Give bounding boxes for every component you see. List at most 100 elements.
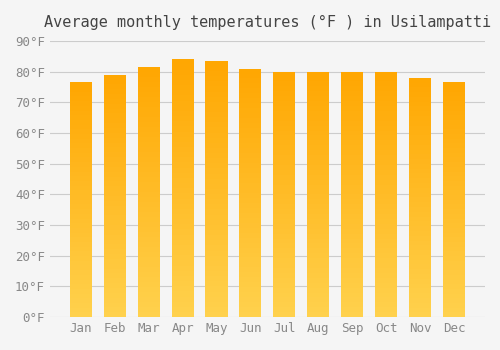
Bar: [104, 181, 126, 186]
Bar: [375, 283, 398, 288]
Bar: [375, 189, 398, 194]
Bar: [240, 208, 262, 213]
Bar: [274, 135, 295, 140]
Bar: [138, 152, 160, 157]
Bar: [240, 233, 262, 238]
Bar: [342, 273, 363, 278]
Bar: [308, 175, 330, 180]
Bar: [104, 142, 126, 147]
Bar: [409, 135, 432, 140]
Bar: [274, 194, 295, 199]
Bar: [375, 145, 398, 150]
Bar: [138, 232, 160, 237]
Bar: [409, 250, 432, 255]
Bar: [240, 277, 262, 282]
Bar: [172, 90, 194, 96]
Bar: [342, 135, 363, 140]
Bar: [104, 215, 126, 220]
Bar: [104, 89, 126, 94]
Bar: [409, 140, 432, 145]
Bar: [274, 72, 295, 77]
Bar: [342, 229, 363, 234]
Bar: [172, 183, 194, 188]
Bar: [274, 111, 295, 116]
Bar: [375, 121, 398, 126]
Bar: [70, 115, 92, 120]
Bar: [274, 77, 295, 82]
Bar: [409, 174, 432, 178]
Bar: [240, 218, 262, 223]
Bar: [409, 78, 432, 83]
Bar: [274, 150, 295, 155]
Bar: [443, 209, 465, 214]
Bar: [172, 173, 194, 178]
Bar: [308, 283, 330, 288]
Bar: [308, 131, 330, 135]
Bar: [172, 286, 194, 291]
Bar: [274, 155, 295, 160]
Bar: [138, 67, 160, 72]
Bar: [104, 235, 126, 239]
Bar: [443, 266, 465, 270]
Bar: [274, 91, 295, 96]
Bar: [375, 248, 398, 253]
Bar: [70, 162, 92, 167]
Bar: [375, 82, 398, 86]
Bar: [308, 101, 330, 106]
Bar: [274, 145, 295, 150]
Bar: [104, 113, 126, 118]
Bar: [375, 263, 398, 268]
Bar: [308, 111, 330, 116]
Bar: [104, 167, 126, 172]
Bar: [70, 289, 92, 294]
Bar: [274, 302, 295, 307]
Bar: [443, 270, 465, 275]
Bar: [274, 199, 295, 204]
Bar: [172, 204, 194, 209]
Bar: [342, 253, 363, 258]
Bar: [104, 264, 126, 269]
Bar: [409, 284, 432, 288]
Bar: [443, 289, 465, 294]
Bar: [240, 98, 262, 103]
Bar: [104, 99, 126, 104]
Bar: [138, 192, 160, 197]
Bar: [138, 272, 160, 277]
Bar: [375, 224, 398, 229]
Bar: [206, 112, 228, 117]
Bar: [104, 94, 126, 99]
Bar: [342, 219, 363, 224]
Bar: [308, 214, 330, 219]
Bar: [70, 186, 92, 190]
Bar: [274, 234, 295, 239]
Bar: [342, 302, 363, 307]
Bar: [274, 258, 295, 263]
Bar: [274, 298, 295, 302]
Bar: [240, 178, 262, 183]
Bar: [206, 107, 228, 112]
Bar: [70, 153, 92, 158]
Bar: [375, 234, 398, 239]
Bar: [342, 106, 363, 111]
Bar: [138, 82, 160, 87]
Bar: [172, 219, 194, 224]
Bar: [70, 313, 92, 317]
Bar: [443, 129, 465, 134]
Bar: [104, 84, 126, 89]
Bar: [172, 152, 194, 157]
Bar: [342, 288, 363, 293]
Bar: [240, 168, 262, 173]
Bar: [342, 140, 363, 145]
Bar: [240, 272, 262, 277]
Bar: [274, 307, 295, 312]
Bar: [342, 86, 363, 91]
Bar: [342, 293, 363, 297]
Bar: [342, 194, 363, 199]
Bar: [104, 172, 126, 176]
Bar: [240, 312, 262, 317]
Bar: [274, 263, 295, 268]
Bar: [409, 265, 432, 269]
Bar: [138, 137, 160, 142]
Bar: [443, 172, 465, 176]
Bar: [138, 77, 160, 82]
